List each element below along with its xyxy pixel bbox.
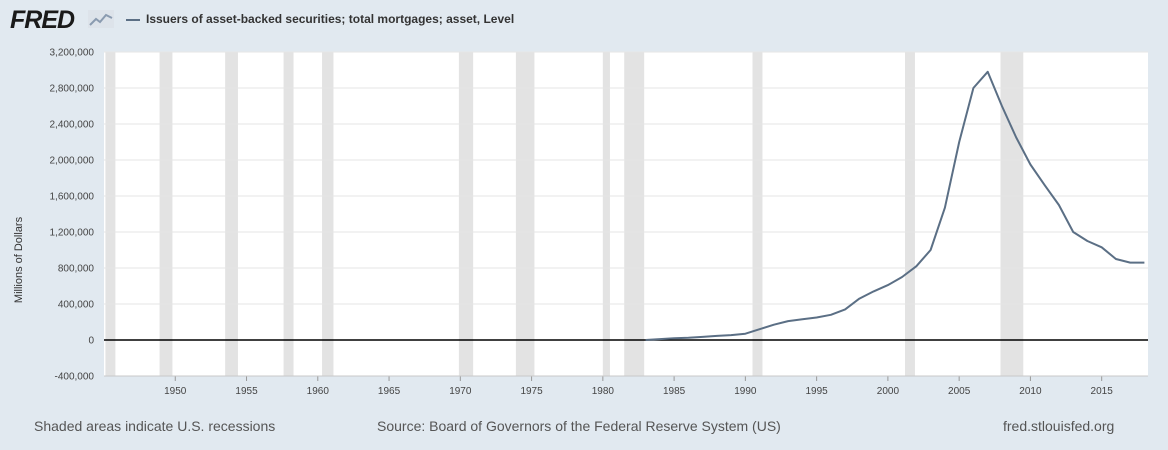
x-tick-label: 1975 <box>520 386 543 397</box>
y-tick-label: 3,200,000 <box>50 48 95 59</box>
recession-band <box>752 52 763 376</box>
recession-note: Shaded areas indicate U.S. recessions <box>34 418 276 434</box>
recession-shading <box>105 52 1024 376</box>
y-axis: -400,000 0 400,000 800,000 1,200,000 1,600,00… <box>50 48 95 383</box>
line-chart: -400,000 0 400,000 800,000 1,200,000 1,600,00… <box>13 48 1148 397</box>
chart-legend: Issuers of asset-backed securities; tota… <box>126 12 514 26</box>
recession-band <box>904 52 915 376</box>
source-note: Source: Board of Governors of the Federa… <box>377 418 781 434</box>
y-tick-label: 400,000 <box>58 300 95 311</box>
y-axis-label: Millions of Dollars <box>13 216 25 303</box>
x-tick-label: 1995 <box>806 386 829 397</box>
x-tick-label: 2005 <box>948 386 971 397</box>
y-tick-label: 0 <box>88 336 94 347</box>
series-line <box>645 70 1145 341</box>
x-axis: 1950 1955 1960 1965 1970 1975 1980 1985 1990 1995… <box>104 375 1148 397</box>
recession-band <box>624 52 645 376</box>
recession-band <box>283 52 294 376</box>
recession-band <box>602 52 610 376</box>
legend-label: Issuers of asset-backed securities; tota… <box>146 12 515 26</box>
x-tick-label: 1980 <box>592 386 615 397</box>
x-tick-label: 1990 <box>734 386 757 397</box>
y-tick-label: 2,000,000 <box>50 156 95 167</box>
y-tick-label: 1,200,000 <box>50 228 95 239</box>
y-tick-label: 2,800,000 <box>50 84 95 95</box>
recession-band <box>458 52 474 376</box>
y-tick-label: -400,000 <box>55 372 95 383</box>
x-tick-label: 2000 <box>877 386 900 397</box>
site-link[interactable]: fred.stlouisfed.org <box>1003 418 1115 434</box>
y-tick-label: 2,400,000 <box>50 120 95 131</box>
x-tick-label: 1960 <box>307 386 330 397</box>
recession-band <box>159 52 173 376</box>
recession-band <box>225 52 238 376</box>
recession-band <box>105 52 116 376</box>
x-tick-label: 1950 <box>164 386 187 397</box>
recession-band <box>1000 52 1024 376</box>
x-tick-label: 1970 <box>449 386 472 397</box>
fred-logo[interactable]: FRED <box>10 6 75 34</box>
y-tick-label: 1,600,000 <box>50 192 95 203</box>
y-tick-label: 800,000 <box>58 264 95 275</box>
x-tick-label: 1955 <box>235 386 258 397</box>
x-tick-label: 2015 <box>1091 386 1114 397</box>
series-lines <box>645 70 1145 341</box>
fred-chart-icon <box>88 10 114 28</box>
x-tick-label: 1965 <box>378 386 401 397</box>
recession-band <box>515 52 535 376</box>
x-tick-label: 1985 <box>663 386 686 397</box>
legend-swatch <box>126 18 140 21</box>
x-tick-label: 2010 <box>1019 386 1042 397</box>
recession-band <box>322 52 334 376</box>
chart-header: FRED Issuers of asset-backed securities;… <box>0 0 1168 40</box>
